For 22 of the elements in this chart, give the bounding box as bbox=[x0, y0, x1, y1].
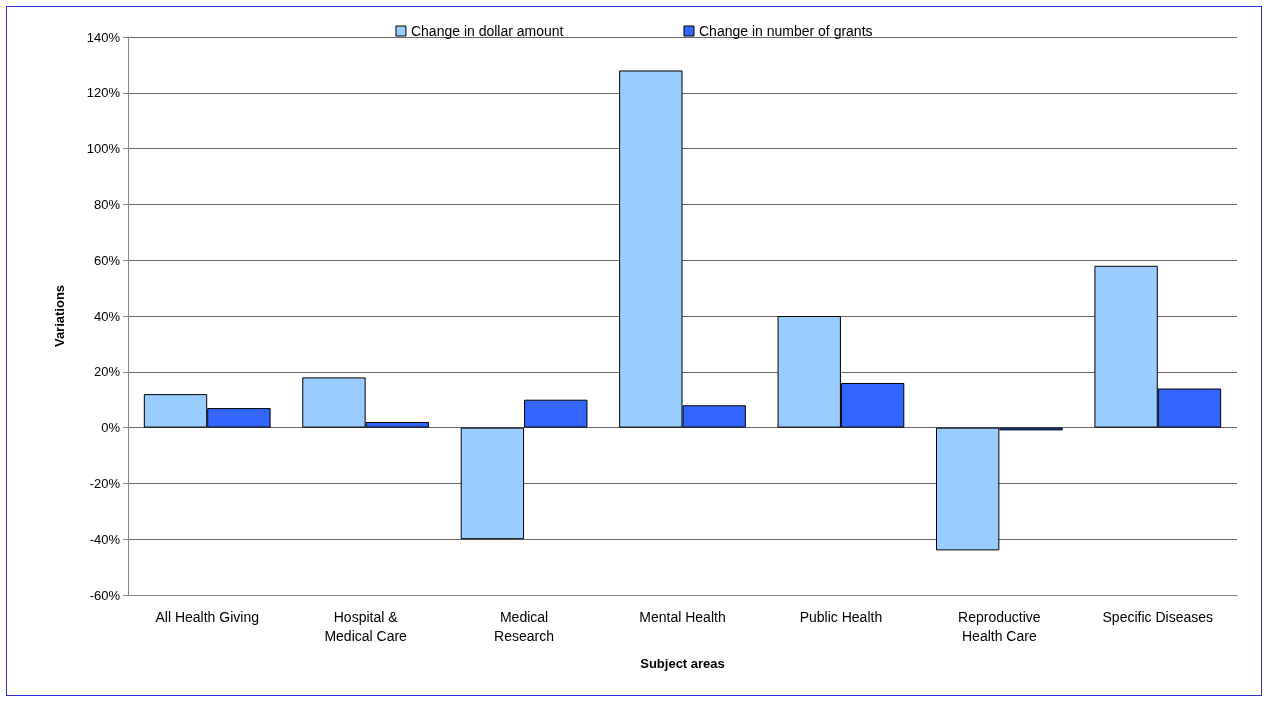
y-tick-label: 20% bbox=[93, 364, 121, 380]
y-tick-label: 100% bbox=[86, 141, 121, 157]
x-tick-label: Mental Health bbox=[639, 608, 726, 625]
legend-label: Change in dollar amount bbox=[410, 23, 564, 39]
y-tick-label: -40% bbox=[89, 531, 121, 547]
y-tick-label: -20% bbox=[89, 475, 121, 491]
x-tick-label: Reproductive Health Care bbox=[958, 608, 1041, 644]
x-axis-title: Subject areas bbox=[640, 656, 725, 671]
x-tick-label: Specific Diseases bbox=[1102, 608, 1214, 625]
y-axis-title: Variations bbox=[52, 284, 67, 348]
y-tick-label: 0% bbox=[101, 420, 121, 436]
x-tick-label: All Health Giving bbox=[155, 608, 259, 625]
y-tick-label: 60% bbox=[93, 252, 121, 268]
legend-label: Change in number of grants bbox=[699, 23, 873, 39]
x-tick-label: Medical Research bbox=[494, 608, 555, 644]
x-tick-label: Hospital & Medical Care bbox=[324, 608, 408, 644]
y-tick-label: 120% bbox=[86, 85, 121, 101]
y-tick-label: -60% bbox=[89, 587, 121, 603]
y-tick-label: 80% bbox=[93, 196, 121, 212]
y-tick-label: 40% bbox=[93, 308, 121, 324]
x-tick-label: Public Health bbox=[799, 608, 883, 625]
y-tick-label: 140% bbox=[86, 29, 121, 45]
